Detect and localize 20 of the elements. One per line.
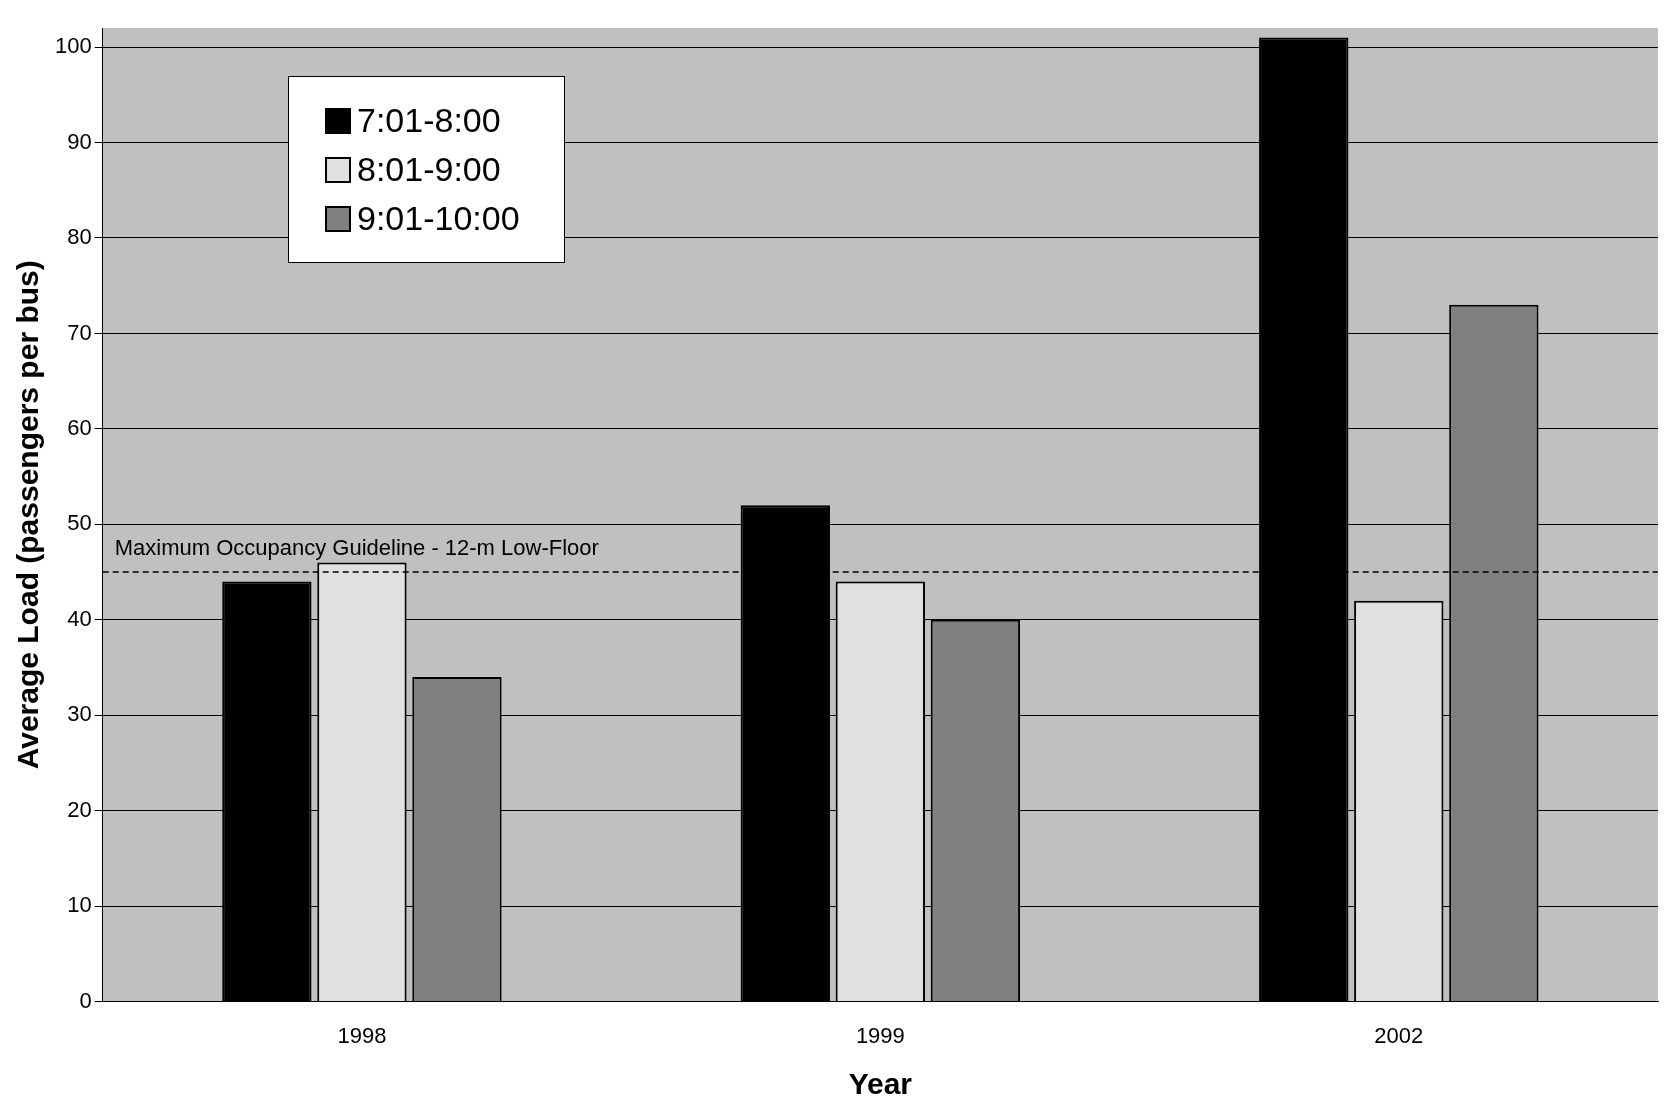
y-tick-label: 100 (54, 33, 92, 59)
y-tick-label: 50 (67, 510, 92, 536)
x-tick-label: 1998 (337, 1022, 387, 1048)
legend-label: 9:01-10:00 (357, 199, 520, 238)
y-tick-label: 20 (67, 796, 92, 822)
legend-label: 8:01-9:00 (357, 150, 501, 189)
y-tick-label: 10 (67, 892, 92, 918)
x-tick-label: 1999 (855, 1022, 905, 1048)
y-tick-label: 90 (67, 128, 92, 154)
y-tick-label: 60 (67, 414, 92, 440)
legend-label: 7:01-8:00 (357, 101, 501, 140)
x-axis-title: Year (848, 1067, 913, 1101)
y-tick-label: 40 (67, 605, 92, 631)
y-tick-label: 80 (67, 224, 92, 250)
y-tick-label: 70 (67, 319, 92, 345)
y-tick-label: 0 (79, 987, 92, 1013)
ref-line-label: Maximum Occupancy Guideline - 12-m Low-Floor (114, 535, 599, 561)
y-tick-label: 30 (67, 701, 92, 727)
y-axis-title: Average Load (passengers per bus) (11, 260, 45, 770)
x-tick-label: 2002 (1374, 1022, 1424, 1048)
